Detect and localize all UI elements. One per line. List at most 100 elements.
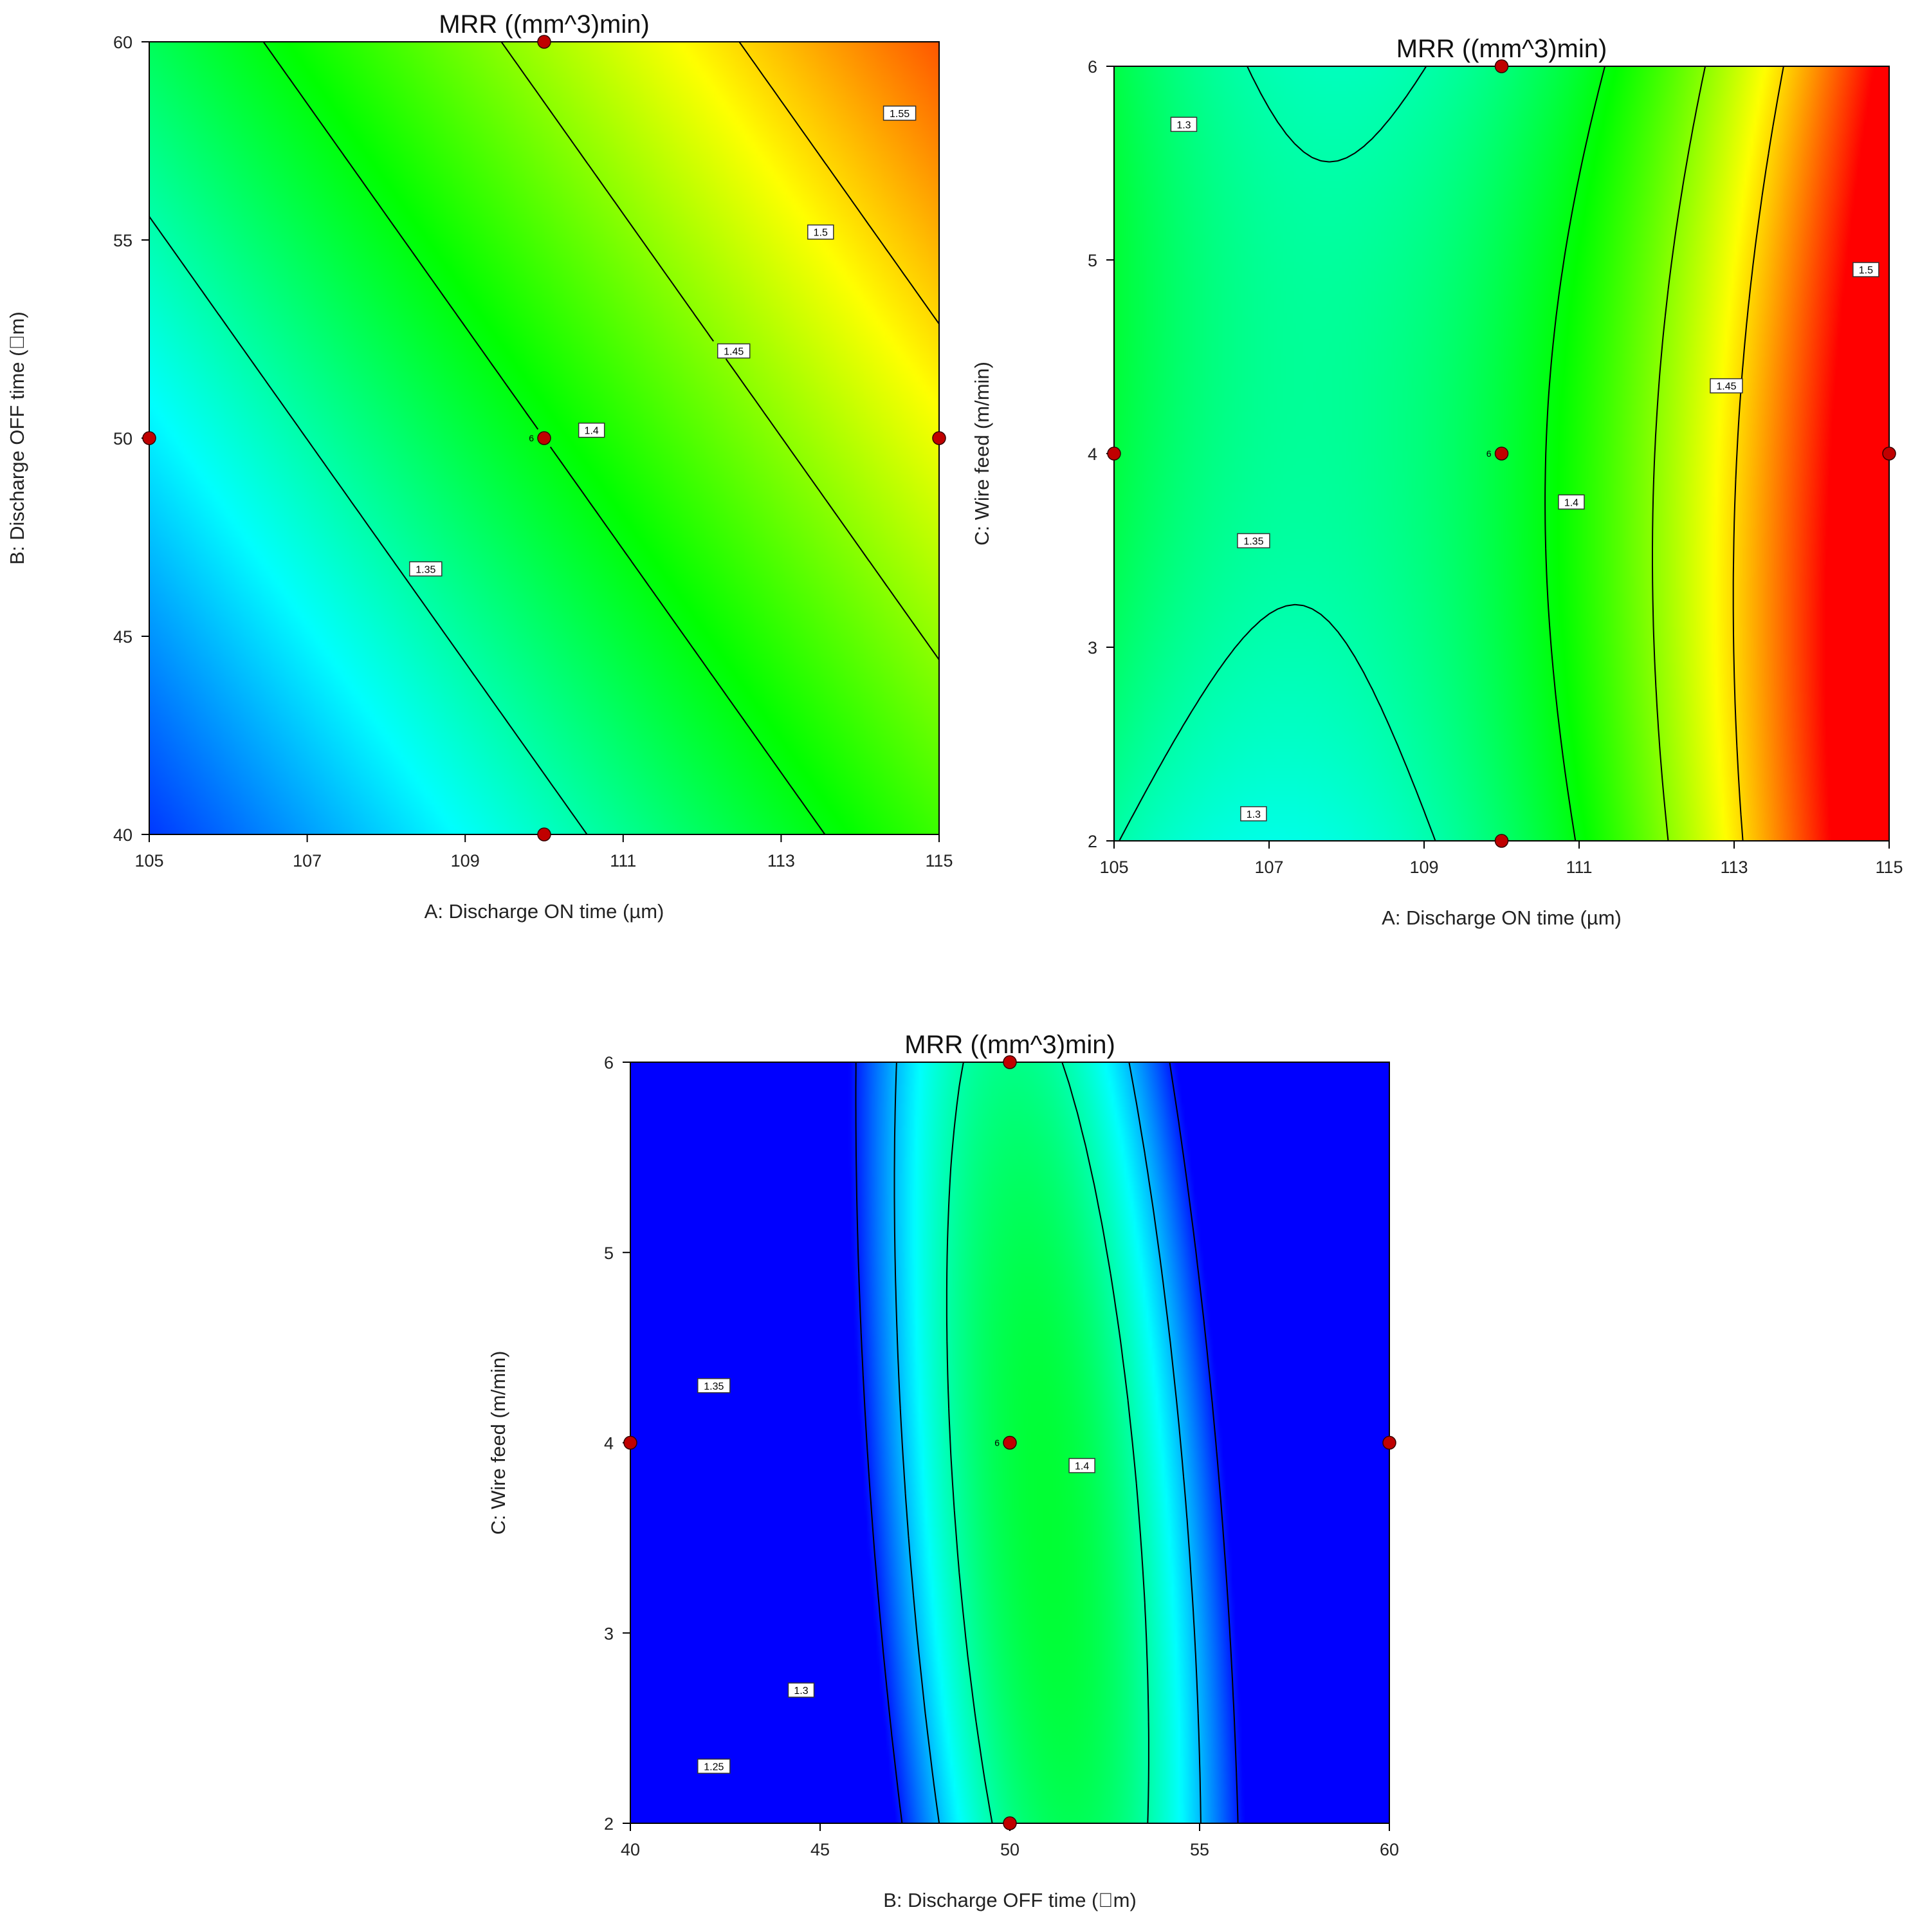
y-tick-label: 40	[113, 825, 133, 845]
contour-label-text: 1.35	[416, 564, 435, 575]
design-point	[623, 1435, 637, 1450]
contour-label: 1.25	[697, 1758, 731, 1774]
contour-label: 1.35	[409, 561, 443, 577]
x-tick-label: 60	[1380, 1840, 1399, 1859]
design-point	[932, 431, 946, 445]
design-point	[1003, 1055, 1017, 1069]
contour-line	[149, 216, 588, 835]
contour-label: 1.3	[1170, 116, 1198, 133]
x-tick-label: 113	[1720, 858, 1748, 877]
chart-title: MRR ((mm^3)min)	[904, 1031, 1115, 1059]
contour-label-text: 1.4	[1075, 1461, 1089, 1472]
contour-label: 1.5	[807, 224, 834, 240]
contour-line	[946, 1062, 1149, 1824]
contour-line	[893, 1062, 1202, 1824]
contour-label-text: 1.5	[1859, 265, 1873, 276]
chart-title: MRR ((mm^3)min)	[439, 10, 650, 39]
contour-label: 1.3	[787, 1682, 815, 1698]
x-tick-label: 111	[1566, 858, 1592, 877]
x-axis-label: B: Discharge OFF time ( m)	[883, 1889, 1137, 1911]
x-tick-label: 45	[810, 1840, 830, 1859]
y-axis-label: C: Wire feed (m/min)	[487, 1351, 509, 1535]
y-tick-label: 3	[1088, 638, 1097, 658]
x-axis-label: A: Discharge ON time (µm)	[1382, 906, 1622, 929]
contour-label-text: 1.45	[1716, 382, 1736, 392]
y-tick-label: 55	[113, 231, 133, 250]
contour-label-text: 1.4	[585, 426, 599, 437]
design-point	[537, 431, 551, 445]
y-tick-label: 6	[1088, 57, 1097, 77]
x-tick-label: 105	[134, 851, 163, 870]
design-point	[537, 35, 551, 49]
x-tick-label: 105	[1099, 858, 1128, 877]
contour-label: 1.55	[882, 106, 917, 121]
contour-label-text: 1.3	[1247, 809, 1261, 820]
design-point	[142, 431, 156, 445]
x-tick-label: 55	[1190, 1840, 1209, 1859]
x-tick-label: 40	[621, 1840, 640, 1859]
y-tick-label: 4	[1088, 445, 1097, 464]
contour-label: 1.45	[717, 343, 751, 359]
y-tick-label: 60	[113, 33, 133, 52]
design-point-count: 6	[994, 1438, 1000, 1448]
design-point	[1494, 446, 1509, 461]
design-point	[1382, 1435, 1396, 1450]
y-tick-label: 2	[604, 1814, 614, 1834]
y-tick-label: 6	[604, 1053, 614, 1072]
x-axis-label: A: Discharge ON time (µm)	[425, 900, 664, 923]
contour-line	[855, 1062, 1239, 1824]
design-point-count: 6	[1486, 448, 1492, 459]
contour-label-text: 1.45	[724, 346, 744, 357]
design-point	[1494, 834, 1509, 848]
contour-label-text: 1.3	[794, 1686, 808, 1697]
contour-label: 1.35	[697, 1378, 731, 1394]
contour-label: 1.4	[1068, 1458, 1095, 1473]
y-axis-label: B: Discharge OFF time ( m)	[6, 311, 28, 565]
contour-line	[738, 41, 940, 325]
contour-label-text: 1.25	[704, 1762, 724, 1772]
contour-label: 1.4	[1558, 494, 1585, 510]
x-tick-label: 113	[767, 851, 795, 870]
x-tick-label: 109	[451, 851, 480, 870]
contour-label: 1.3	[1240, 806, 1267, 822]
contour-label: 1.45	[1710, 378, 1743, 394]
contour-label: 1.35	[1237, 533, 1270, 549]
y-tick-label: 4	[604, 1434, 614, 1453]
contour-plot-a-vs-c: 1.3 1.3 1.35 1.4 1.45 1.5 105 107 109 111 113 115 2 3…	[971, 35, 1903, 929]
design-point	[1003, 1816, 1017, 1830]
design-point	[1494, 59, 1509, 73]
contour-label-text: 1.35	[1243, 536, 1263, 547]
x-tick-label: 115	[925, 851, 953, 870]
x-tick-label: 107	[1254, 858, 1283, 877]
contour-line	[500, 41, 940, 661]
y-axis-label: C: Wire feed (m/min)	[971, 362, 993, 546]
chart-title: MRR ((mm^3)min)	[1396, 35, 1607, 63]
design-point	[1882, 446, 1896, 461]
design-point-count: 6	[529, 433, 534, 443]
x-tick-label: 115	[1875, 858, 1903, 877]
contour-label-text: 1.55	[890, 109, 910, 120]
y-tick-label: 3	[604, 1624, 614, 1643]
contour-plot-a-vs-b: 1.35 1.4 1.45 1.5 1.55 105 107 109 111 113 115 40 45…	[6, 10, 953, 923]
design-point	[537, 827, 551, 842]
contour-line	[1652, 66, 1706, 842]
x-tick-label: 111	[610, 851, 636, 870]
y-tick-label: 5	[1088, 251, 1097, 270]
contour-line	[1119, 66, 1436, 842]
contour-label-text: 1.3	[1176, 120, 1191, 131]
contour-label-text: 1.4	[1564, 497, 1578, 508]
x-tick-label: 50	[1000, 1840, 1020, 1859]
contour-line	[262, 41, 826, 835]
contour-label-text: 1.35	[704, 1381, 724, 1392]
design-point	[1003, 1435, 1017, 1450]
y-tick-label: 5	[604, 1244, 614, 1263]
x-tick-label: 107	[293, 851, 322, 870]
contour-label: 1.4	[578, 422, 605, 438]
design-point	[1107, 446, 1121, 461]
y-tick-label: 50	[113, 429, 133, 448]
contour-line	[1544, 66, 1606, 842]
y-tick-label: 45	[113, 627, 133, 647]
y-tick-label: 2	[1088, 832, 1097, 851]
contour-label-text: 1.5	[814, 228, 828, 239]
